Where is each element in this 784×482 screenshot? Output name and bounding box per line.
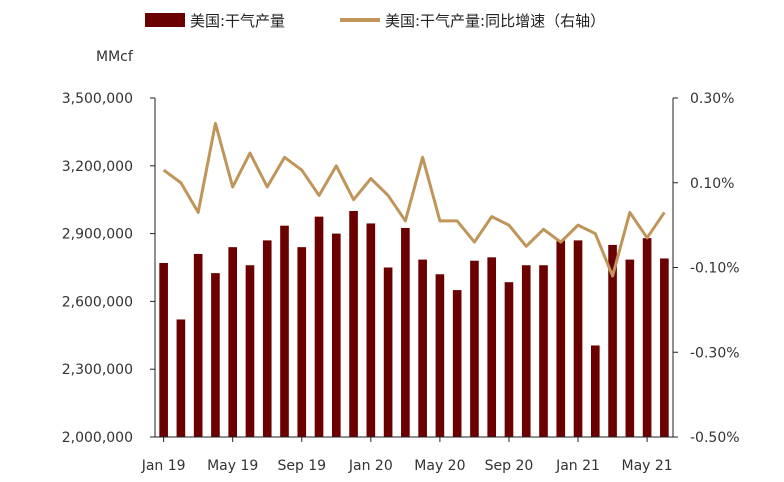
legend-line-label: 美国:干气产量:同比增速（右轴） bbox=[385, 12, 605, 30]
left-tick-label: 3,200,000 bbox=[62, 159, 133, 175]
left-axis-unit: MMcf bbox=[96, 49, 134, 65]
line-series bbox=[162, 121, 666, 278]
bar bbox=[470, 260, 479, 437]
left-tick-label: 2,600,000 bbox=[62, 294, 133, 310]
left-tick-label: 2,300,000 bbox=[62, 362, 133, 378]
right-tick-label: 0.30% bbox=[690, 91, 734, 107]
bar-series bbox=[159, 211, 669, 437]
bar bbox=[349, 211, 358, 437]
bar bbox=[176, 319, 186, 437]
bar bbox=[314, 216, 324, 437]
bar bbox=[539, 265, 548, 437]
bar bbox=[159, 262, 168, 437]
bar bbox=[487, 257, 497, 437]
bar bbox=[590, 345, 600, 437]
bar bbox=[280, 225, 289, 437]
bar bbox=[228, 247, 238, 437]
left-tick-label: 2,900,000 bbox=[62, 227, 133, 243]
bar bbox=[297, 247, 307, 437]
x-axis: Jan 19 May 19 Sep 19 Jan 20 May 20 Sep 20 Jan … bbox=[141, 436, 673, 474]
bar bbox=[418, 259, 427, 437]
bar bbox=[573, 240, 583, 437]
bar bbox=[435, 274, 445, 437]
legend: 美国:干气产量 美国:干气产量:同比增速（右轴） bbox=[145, 12, 605, 30]
bar bbox=[401, 227, 410, 437]
x-tick-label: Jan 20 bbox=[348, 458, 393, 474]
x-tick-label: Jan 19 bbox=[141, 458, 186, 474]
bar bbox=[608, 244, 617, 437]
legend-bar-label: 美国:干气产量 bbox=[190, 12, 285, 30]
legend-bar-swatch bbox=[145, 13, 185, 27]
line-series-path bbox=[162, 121, 666, 278]
bar bbox=[383, 267, 393, 437]
x-tick-label: Sep 20 bbox=[485, 458, 534, 474]
bar bbox=[262, 240, 272, 437]
bar bbox=[556, 240, 566, 437]
bar bbox=[452, 290, 462, 437]
bar bbox=[521, 265, 531, 437]
bar bbox=[211, 273, 220, 437]
right-axis: -0.50% -0.30% -0.10% 0.10% 0.30% bbox=[672, 91, 740, 446]
x-tick-label: May 21 bbox=[621, 458, 672, 474]
bar bbox=[625, 259, 635, 437]
left-tick-label: 2,000,000 bbox=[62, 430, 133, 446]
bar bbox=[504, 282, 514, 437]
x-tick-label: Jan 21 bbox=[555, 458, 600, 474]
left-axis: 2,000,000 2,300,000 2,600,000 2,900,000 3,20… bbox=[62, 91, 156, 446]
bar bbox=[660, 258, 669, 437]
right-tick-label: -0.50% bbox=[690, 430, 740, 446]
right-tick-label: 0.10% bbox=[690, 176, 734, 192]
bar bbox=[245, 265, 255, 437]
right-tick-label: -0.30% bbox=[690, 345, 740, 361]
left-tick-label: 3,500,000 bbox=[62, 91, 133, 107]
bar bbox=[331, 233, 341, 437]
x-tick-label: Sep 19 bbox=[277, 458, 326, 474]
bar bbox=[366, 223, 376, 437]
x-tick-label: May 20 bbox=[414, 458, 465, 474]
right-tick-label: -0.10% bbox=[690, 261, 740, 277]
bar bbox=[193, 253, 203, 437]
x-tick-label: May 19 bbox=[207, 458, 258, 474]
bar bbox=[642, 238, 652, 437]
